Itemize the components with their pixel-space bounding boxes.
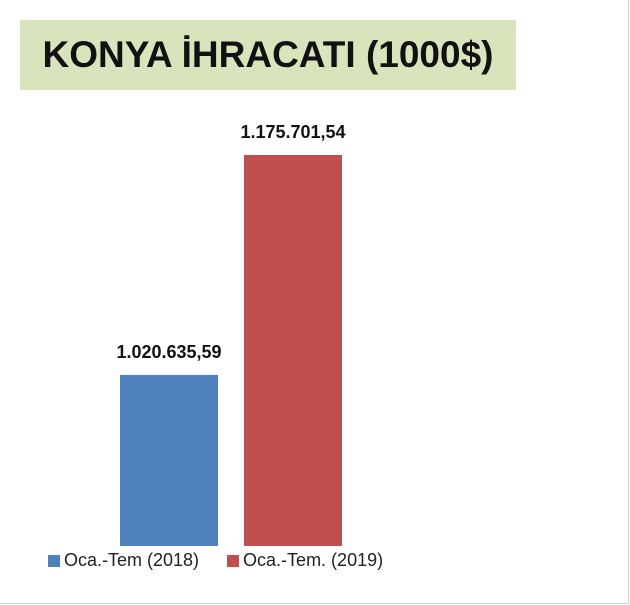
chart-legend: Oca.-Tem (2018) Oca.-Tem. (2019) (48, 550, 411, 571)
legend-item-2019: Oca.-Tem. (2019) (227, 550, 383, 571)
bar-2019 (244, 155, 342, 546)
data-label-2018: 1.020.635,59 (116, 342, 221, 362)
legend-label-2018: Oca.-Tem (2018) (64, 550, 200, 570)
title-banner: KONYA İHRACATI (1000$) (20, 20, 516, 90)
legend-swatch-2019 (227, 554, 240, 567)
data-label-2019: 1.175.701,54 (240, 122, 345, 142)
legend-label-2019: Oca.-Tem. (2019) (243, 550, 384, 570)
legend-item-2018: Oca.-Tem (2018) (48, 550, 199, 571)
legend-swatch-2018 (48, 554, 60, 567)
chart-title: KONYA İHRACATI (1000$) (42, 34, 494, 75)
bar-2018 (120, 374, 218, 546)
